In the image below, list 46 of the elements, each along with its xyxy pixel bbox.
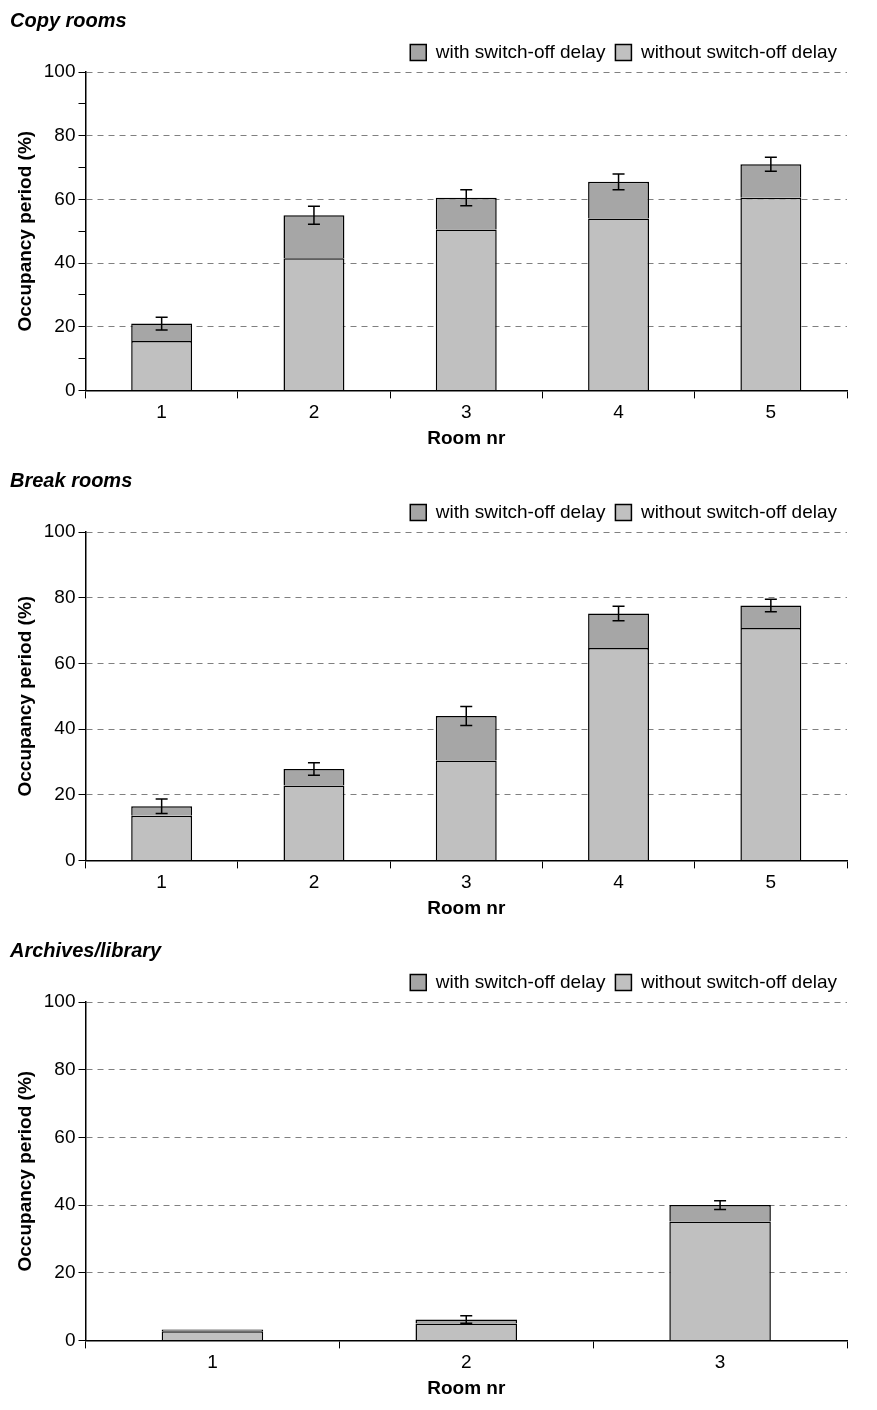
x-tick-label: 4 (613, 401, 625, 423)
y-tick-label: 40 (54, 251, 76, 273)
y-tick-label: 60 (54, 651, 76, 673)
y-tick-label: 20 (54, 314, 76, 336)
legend-label: with switch-off delay (434, 500, 606, 522)
x-tick-label: 1 (156, 401, 167, 423)
y-tick-label: 40 (54, 1193, 76, 1215)
y-tick-label: 80 (54, 1057, 76, 1079)
legend-label: with switch-off delay (434, 970, 606, 992)
y-tick-label: 0 (64, 378, 76, 400)
y-tick-label: 80 (54, 123, 76, 145)
x-tick-label: 5 (765, 401, 777, 423)
y-axis-title: Occupancy period (%) (13, 130, 35, 332)
y-tick-label: 0 (64, 1328, 76, 1350)
x-tick-label: 3 (460, 401, 472, 423)
x-tick-label: 3 (714, 1351, 726, 1373)
x-tick-label: 2 (308, 401, 320, 423)
y-tick-label: 0 (64, 848, 76, 870)
x-tick-label: 2 (460, 1351, 472, 1373)
y-tick-label: 100 (43, 990, 76, 1012)
y-tick-label: 100 (43, 60, 76, 82)
chart-title: Archives/library (9, 938, 163, 961)
x-tick-label: 4 (613, 871, 625, 893)
x-axis-title: Room nr (427, 426, 506, 448)
y-tick-label: 100 (43, 520, 76, 542)
x-axis-title: Room nr (427, 1376, 506, 1398)
y-tick-label: 60 (54, 1125, 76, 1147)
y-axis-title: Occupancy period (%) (13, 595, 35, 797)
legend-label: without switch-off delay (639, 500, 838, 522)
legend-label: without switch-off delay (639, 970, 838, 992)
y-tick-label: 60 (54, 187, 76, 209)
x-tick-label: 1 (207, 1351, 218, 1373)
y-tick-label: 20 (54, 1260, 76, 1282)
x-tick-label: 1 (156, 871, 167, 893)
legend-label: without switch-off delay (639, 40, 838, 62)
x-tick-label: 5 (765, 871, 777, 893)
legend-label: with switch-off delay (434, 40, 606, 62)
chart-title: Copy rooms (10, 8, 127, 31)
y-axis-title: Occupancy period (%) (13, 1070, 35, 1272)
y-tick-label: 20 (54, 782, 76, 804)
x-tick-label: 2 (308, 871, 320, 893)
y-tick-label: 80 (54, 585, 76, 607)
x-tick-label: 3 (460, 871, 472, 893)
x-axis-title: Room nr (427, 896, 506, 918)
y-tick-label: 40 (54, 717, 76, 739)
chart-title: Break rooms (10, 468, 133, 491)
